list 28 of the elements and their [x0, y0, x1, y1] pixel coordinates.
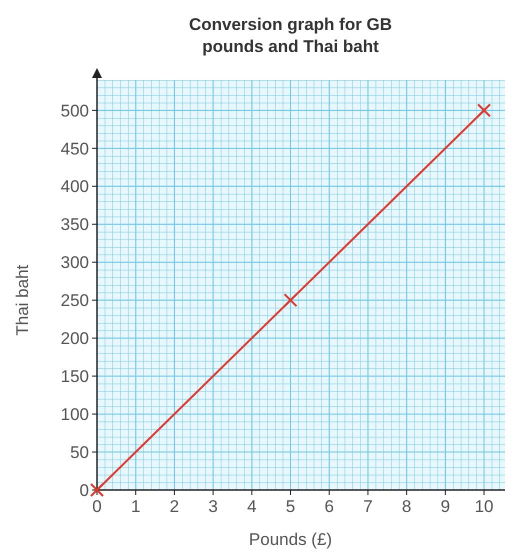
point: [90, 483, 104, 497]
x-axis-title: Pounds (£): [248, 530, 332, 549]
y-tick-label: 250: [60, 291, 89, 310]
y-tick-label: 100: [60, 405, 89, 424]
x-tick-label: 10: [474, 497, 494, 516]
x-tick-label: 6: [324, 497, 334, 516]
y-tick-label: 50: [70, 442, 89, 462]
y-tick-label: 450: [60, 139, 89, 158]
y-tick-label: 500: [60, 101, 89, 120]
y-axis-title: Thai baht: [13, 264, 32, 336]
x-tick-label: 3: [208, 497, 218, 516]
x-tick-label: 2: [170, 497, 180, 516]
y-tick-label: 400: [60, 177, 89, 196]
x-tick-label: 9: [440, 497, 450, 516]
y-tick-label: 200: [60, 329, 89, 348]
y-tick-label: 150: [60, 367, 89, 386]
y-tick-label: 300: [60, 253, 89, 272]
x-tick-label: 8: [402, 497, 412, 516]
x-tick-label: 1: [130, 497, 140, 516]
chart-title: Conversion graph for GB pounds and Thai baht: [188, 15, 392, 56]
y-tick-label: 350: [60, 215, 89, 234]
x-tick-label: 0: [92, 497, 102, 516]
y-tick-label: 0: [80, 480, 89, 500]
x-tick-label: 7: [363, 497, 373, 516]
x-tick-label: 5: [286, 497, 296, 516]
point: [477, 103, 492, 118]
point: [284, 293, 298, 308]
x-tick-label: 4: [247, 497, 257, 516]
